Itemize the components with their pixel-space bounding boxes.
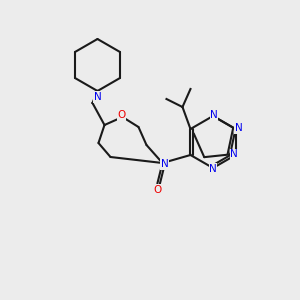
Text: N: N [160,159,168,169]
Text: O: O [153,185,162,195]
Text: N: N [230,149,238,159]
Text: N: N [94,92,101,102]
Text: N: N [235,123,242,133]
Text: N: N [210,110,218,120]
Text: N: N [209,164,217,174]
Text: O: O [117,110,126,120]
